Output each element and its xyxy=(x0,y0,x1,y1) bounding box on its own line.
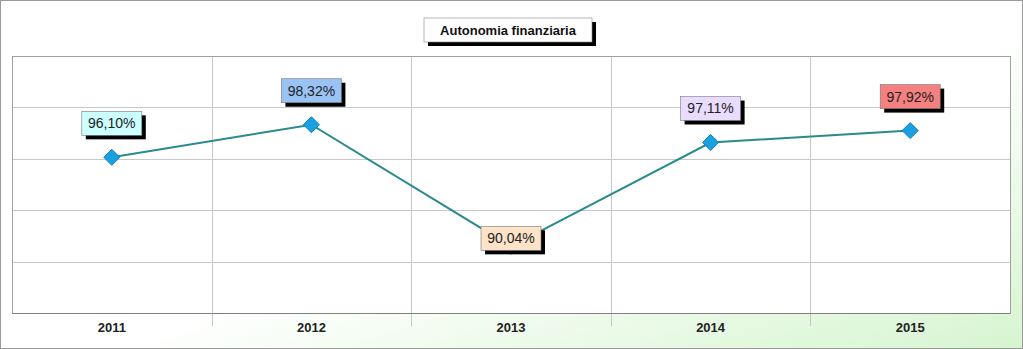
marker xyxy=(703,134,719,150)
series xyxy=(104,117,918,255)
label-box xyxy=(82,111,142,135)
grid-line xyxy=(12,313,1010,314)
x-tick-label: 2015 xyxy=(896,320,925,335)
data-label: 90,04% xyxy=(487,230,534,246)
data-label: 96,10% xyxy=(88,115,135,131)
data-label: 98,32% xyxy=(288,83,335,99)
label-box xyxy=(880,85,940,109)
title-shadow xyxy=(428,22,596,46)
title: Autonomia finanziaria xyxy=(440,23,577,38)
category-divider xyxy=(810,56,811,326)
x-tick-label: 2014 xyxy=(696,320,726,335)
grid-line xyxy=(12,159,1010,160)
chart: 2011 2012 2013 2014 2015 96,10% 98,32% 90,04% 97… xyxy=(0,0,1023,349)
data-label: 97,11% xyxy=(687,100,733,116)
plot-frame xyxy=(13,57,1011,314)
label-box xyxy=(281,79,341,103)
x-axis xyxy=(12,313,1010,314)
category-divider xyxy=(212,56,213,326)
grid-line xyxy=(12,210,1010,211)
category-divider xyxy=(411,56,412,326)
data-label: 97,92% xyxy=(886,89,933,105)
background xyxy=(1,1,1023,349)
category-divider xyxy=(611,56,612,326)
x-tick-label: 2012 xyxy=(297,320,326,335)
plot-area xyxy=(12,56,1010,313)
x-tick-label: 2013 xyxy=(497,320,526,335)
x-tick-label: 2011 xyxy=(98,320,126,335)
label-box xyxy=(681,96,741,120)
marker xyxy=(303,117,319,133)
marker xyxy=(902,123,918,139)
title-box xyxy=(424,18,592,42)
grid-line xyxy=(12,262,1010,263)
marker xyxy=(104,149,120,165)
grid-line xyxy=(12,107,1010,108)
label-box xyxy=(481,226,541,250)
